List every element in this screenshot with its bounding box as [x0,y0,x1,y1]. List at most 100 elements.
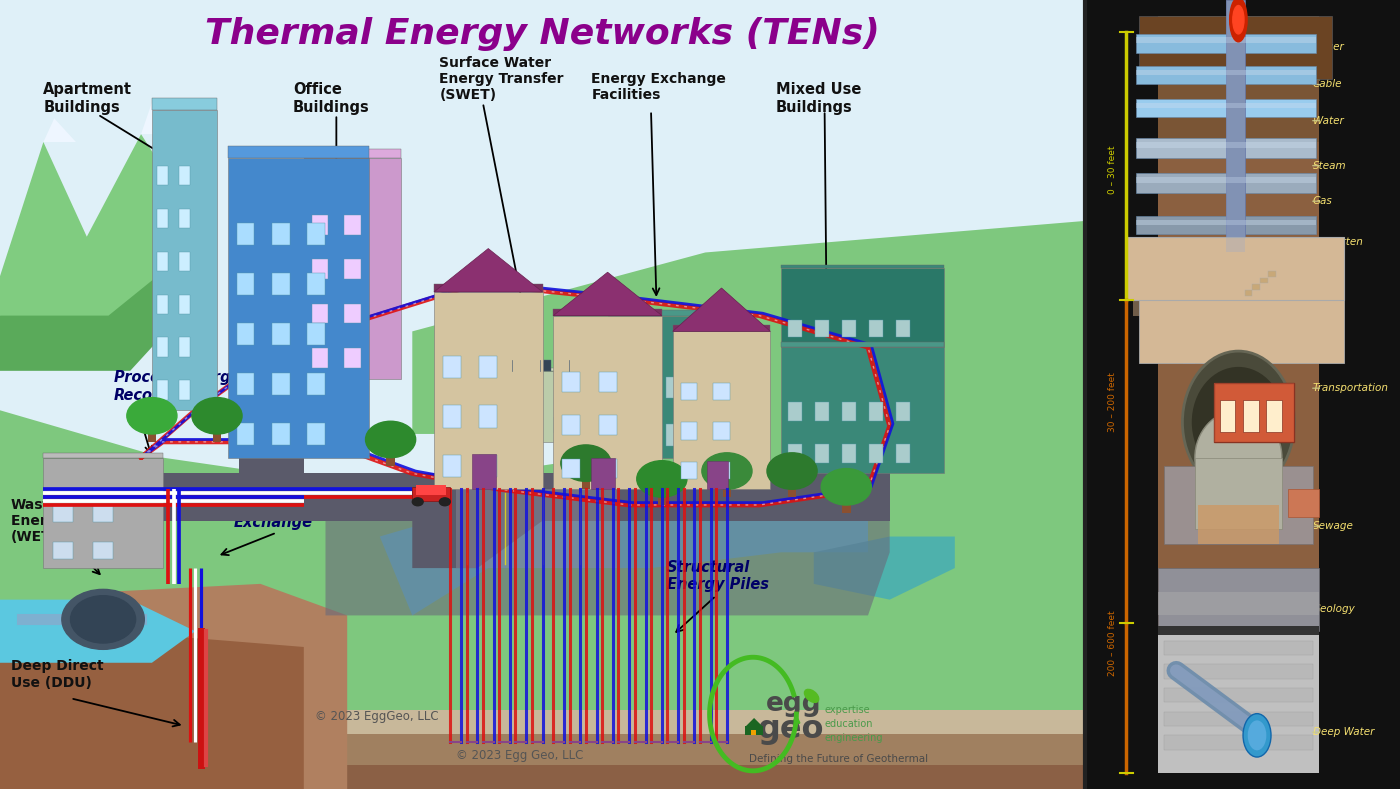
Bar [1158,631,1319,773]
Bar [53,506,73,522]
Bar [640,377,654,398]
Bar [815,320,829,337]
Bar [94,506,113,522]
Polygon shape [130,473,868,521]
Bar [1219,400,1235,432]
Bar [505,417,518,433]
Bar [529,360,552,371]
Circle shape [1233,6,1245,34]
Bar [1135,103,1316,108]
Bar [722,480,731,497]
Circle shape [70,596,136,643]
Polygon shape [0,631,304,789]
Circle shape [62,589,144,649]
Bar [53,542,73,559]
Text: geo: geo [757,713,823,745]
Bar [1163,466,1313,544]
Bar [1135,219,1316,225]
Circle shape [127,398,176,434]
Text: Mixed Use
Buildings: Mixed Use Buildings [776,82,861,115]
Bar [673,331,770,489]
Bar [815,444,829,463]
Bar [553,316,662,489]
Ellipse shape [804,689,819,703]
Text: © 2023 EggGeo, LLC: © 2023 EggGeo, LLC [315,710,438,723]
Bar [1158,16,1319,773]
Bar [714,462,729,480]
Text: Power: Power [1313,43,1345,52]
Bar [157,166,168,185]
Bar [344,215,361,235]
Bar [307,372,325,395]
Bar [680,462,697,480]
Bar [1267,400,1282,432]
Bar [1135,37,1316,43]
Circle shape [767,453,818,489]
Bar [1260,278,1268,283]
Bar [386,448,395,466]
Circle shape [440,498,451,506]
Polygon shape [673,288,770,331]
Bar [151,99,217,110]
Bar [788,480,797,497]
Bar [666,424,679,446]
Bar [788,320,802,337]
Polygon shape [434,249,543,292]
Bar [745,726,763,735]
Bar [1243,400,1259,432]
Ellipse shape [1183,351,1295,493]
Bar [788,444,802,463]
Bar [752,730,756,735]
Bar [1135,34,1316,54]
Bar [307,222,325,245]
Bar [841,495,851,513]
Bar [179,338,190,357]
Bar [213,424,221,442]
Bar [581,472,591,489]
Circle shape [412,498,423,506]
Polygon shape [43,118,76,142]
Bar [599,372,616,391]
Text: Deep Water: Deep Water [1313,727,1375,737]
Bar [666,377,679,398]
Bar [692,377,706,398]
Polygon shape [0,734,1085,789]
Bar [1135,173,1316,193]
Bar [563,372,581,391]
Bar [896,444,910,463]
Bar [714,383,729,401]
Polygon shape [553,272,662,316]
Bar [869,320,883,337]
Text: Gas: Gas [1313,196,1333,206]
Bar [237,323,255,346]
Text: Steam: Steam [1313,161,1347,170]
Bar [680,383,697,401]
Bar [640,424,654,446]
Bar [869,402,883,421]
Bar [1158,592,1319,615]
Polygon shape [813,537,955,600]
Bar [815,402,829,421]
Bar [608,310,738,316]
Bar [434,284,543,292]
Bar [563,415,581,435]
Bar [472,454,496,489]
Bar [272,372,290,395]
Bar [179,380,190,399]
Bar [1183,300,1194,363]
Bar [344,304,361,323]
Bar [157,209,168,228]
Bar [529,417,542,433]
Bar [1133,292,1344,316]
Bar [1163,735,1313,750]
Text: Cable: Cable [1313,80,1343,89]
Polygon shape [412,221,1085,434]
Bar [714,422,729,440]
Text: Transportation: Transportation [1313,383,1389,393]
Bar [151,110,217,410]
Bar [312,215,328,235]
Bar [554,417,566,433]
Bar [479,406,497,428]
Bar [781,342,944,347]
Bar [304,149,402,158]
